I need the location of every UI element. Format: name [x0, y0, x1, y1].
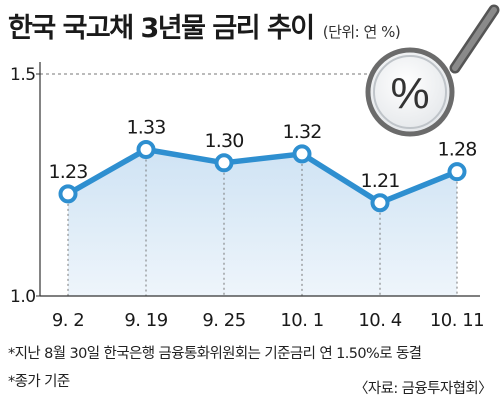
- data-label-4: 1.21: [360, 170, 399, 192]
- x-tick-label-3: 10. 1: [280, 310, 323, 331]
- data-point-1: [136, 139, 156, 159]
- title-row: 한국 국고채 3년물 금리 추이 (단위: 연 %): [8, 6, 401, 45]
- magnifier-icon: %: [365, 4, 500, 137]
- data-point-0: [58, 184, 78, 204]
- data-point-4: [370, 193, 390, 213]
- data-label-1: 1.33: [126, 116, 165, 138]
- x-tick-label-5: 10. 11: [430, 310, 484, 331]
- series-line: [65, 146, 460, 206]
- footnote-policy-rate: *지난 8월 30일 한국은행 금융통화위원회는 기준금리 연 1.50%로 동…: [8, 346, 422, 362]
- y-tick-label-1: 1.5: [10, 65, 36, 85]
- area-fill: [68, 149, 457, 296]
- unit-label: (단위: 연 %): [322, 23, 401, 41]
- data-point-2: [214, 153, 234, 173]
- data-point-5: [447, 162, 467, 182]
- data-label-5: 1.28: [437, 139, 476, 161]
- chart-title: 한국 국고채 3년물 금리 추이: [8, 13, 315, 44]
- x-tick-label-4: 10. 4: [358, 310, 401, 331]
- x-tick-label-1: 9. 19: [124, 310, 167, 331]
- data-label-0: 1.23: [48, 161, 87, 183]
- x-tick-label-0: 9. 2: [52, 310, 84, 331]
- source-label: 〈자료: 금융투자협회〉: [353, 381, 493, 397]
- y-tick-label-0: 1.0: [10, 287, 36, 307]
- data-label-2: 1.30: [204, 130, 243, 152]
- x-tick-label-2: 9. 25: [202, 310, 245, 331]
- percent-symbol: %: [390, 69, 429, 118]
- data-point-3: [292, 144, 312, 164]
- footnote-closing-basis: *종가 기준: [8, 374, 70, 390]
- data-label-3: 1.32: [282, 121, 321, 143]
